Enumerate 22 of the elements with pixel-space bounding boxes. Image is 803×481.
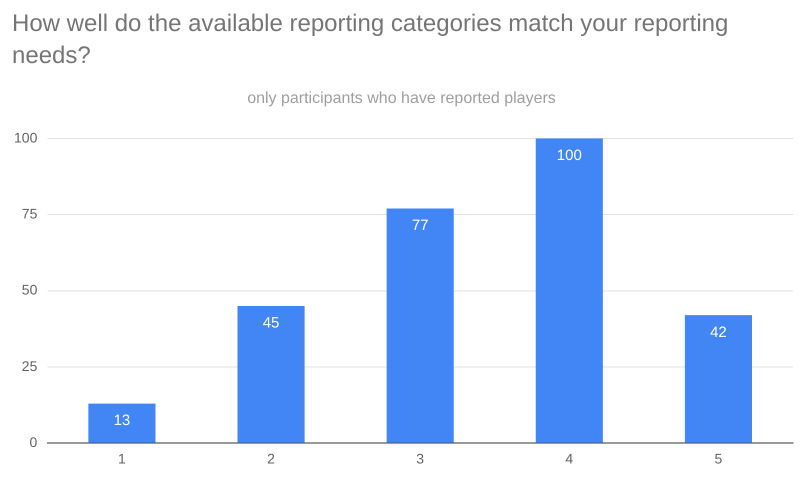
y-tick-label: 25 <box>22 358 38 374</box>
y-tick-label: 75 <box>22 205 38 222</box>
bar <box>237 306 305 443</box>
y-tick-label: 50 <box>22 282 38 298</box>
bar <box>684 315 752 443</box>
bar <box>536 138 603 443</box>
x-tick-label: 2 <box>267 450 276 466</box>
x-tick-label: 5 <box>714 450 723 466</box>
bar <box>88 404 156 443</box>
y-tick-label: 100 <box>14 129 38 146</box>
y-tick-label: 0 <box>30 434 38 450</box>
data-label: 42 <box>710 324 727 341</box>
x-tick-label: 3 <box>416 450 424 466</box>
chart-subtitle: only participants who have reported players <box>246 90 557 108</box>
x-tick-label: 4 <box>565 450 574 466</box>
data-label: 45 <box>262 314 280 332</box>
bar <box>386 208 454 443</box>
chart-title: How well do the available reporting categories match your reporting needs? <box>12 9 730 71</box>
data-label: 100 <box>556 147 582 164</box>
data-label: 77 <box>412 217 429 234</box>
data-label: 13 <box>114 412 130 430</box>
x-tick-label: 1 <box>118 450 126 466</box>
